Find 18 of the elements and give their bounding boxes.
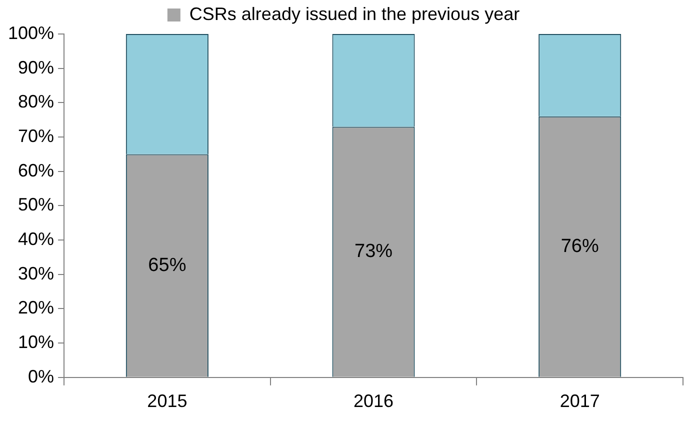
y-tick-label: 10%	[18, 332, 54, 352]
y-tick-label: 60%	[18, 160, 54, 180]
data-label: 65%	[148, 254, 186, 276]
data-label: 76%	[560, 236, 599, 257]
y-tick-label: 20%	[18, 298, 54, 318]
y-tick-label: 90%	[18, 57, 54, 78]
x-tick-label: 2016	[353, 391, 394, 412]
y-tick-label: 0%	[28, 366, 54, 386]
y-tick-label: 40%	[18, 229, 54, 250]
y-tick-label: 50%	[18, 194, 54, 215]
x-tick-label: 2017	[560, 391, 600, 412]
y-tick-label: 80%	[18, 92, 54, 112]
data-label: 73%	[354, 241, 393, 262]
y-tick-label: 100%	[8, 22, 54, 43]
legend-label: CSRs already issued in the previous year	[189, 4, 520, 24]
y-tick-label: 70%	[18, 126, 54, 146]
y-tick-label: 30%	[18, 263, 54, 284]
x-tick-label: 2015	[147, 391, 188, 412]
